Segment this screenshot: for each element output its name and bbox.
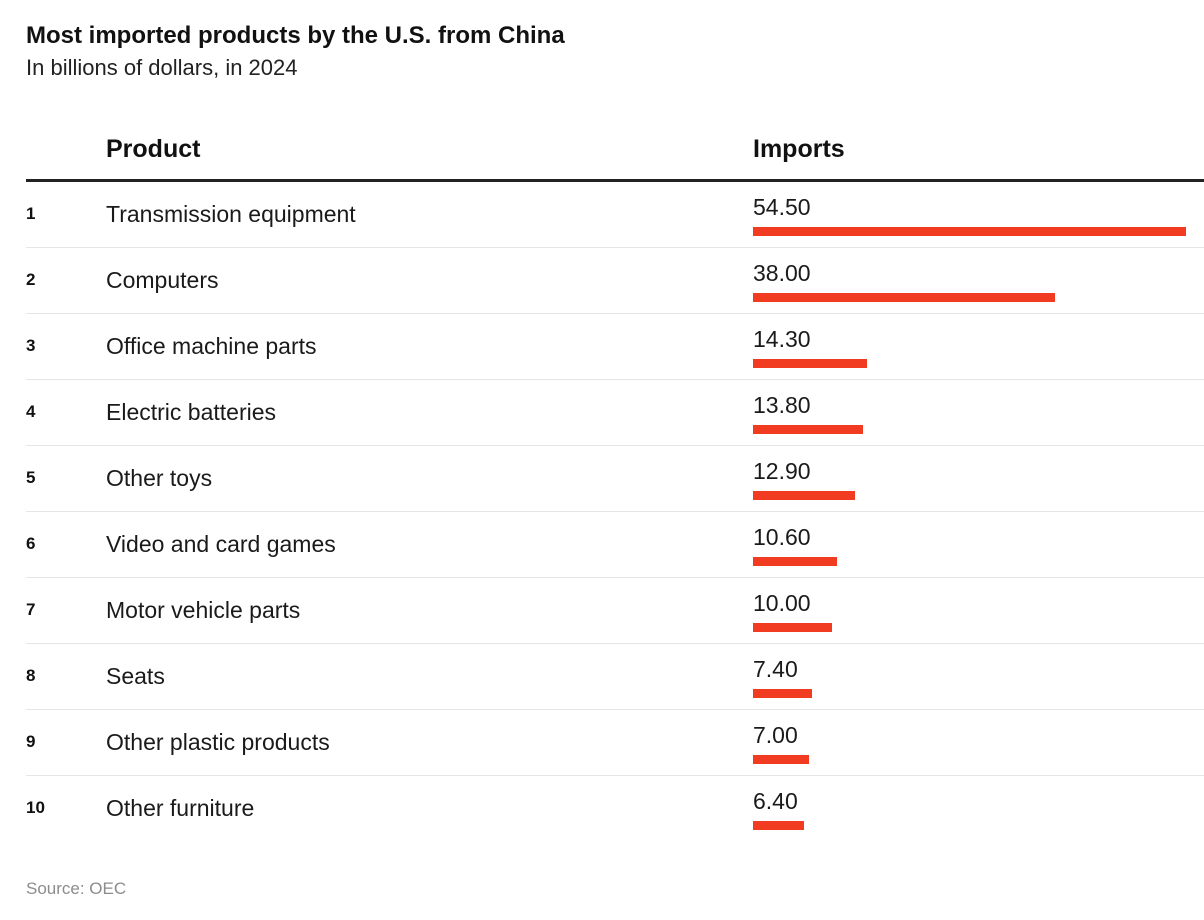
import-value-label: 38.00 — [753, 260, 811, 286]
import-value-label: 7.40 — [753, 656, 798, 682]
rank-label: 7 — [26, 600, 36, 619]
source-note: Source: OEC — [26, 879, 127, 898]
table-row: 3 Office machine parts 14.30 — [26, 314, 1204, 380]
import-bar — [753, 557, 837, 566]
product-name: Office machine parts — [106, 333, 317, 359]
column-header-product: Product — [106, 135, 201, 163]
table-row: 6 Video and card games 10.60 — [26, 512, 1204, 578]
import-bar — [753, 623, 832, 632]
table-row: 8 Seats 7.40 — [26, 644, 1204, 710]
rank-label: 9 — [26, 732, 36, 751]
product-name: Computers — [106, 267, 219, 293]
chart-title: Most imported products by the U.S. from … — [26, 22, 565, 49]
import-bar — [753, 227, 1186, 236]
table-body: 1 Transmission equipment 54.50 2 Computers 38… — [26, 182, 1204, 842]
chart-subtitle: In billions of dollars, in 2024 — [26, 55, 298, 80]
rank-label: 3 — [26, 336, 36, 355]
product-name: Motor vehicle parts — [106, 597, 301, 623]
rank-label: 10 — [26, 798, 45, 817]
import-value-label: 7.00 — [753, 722, 798, 748]
table-row: 2 Computers 38.00 — [26, 248, 1204, 314]
table-row: 5 Other toys 12.90 — [26, 446, 1204, 512]
rank-label: 8 — [26, 666, 36, 685]
import-value-label: 54.50 — [753, 194, 811, 220]
imports-table: Product Imports 1 Transmission equipment 5… — [26, 118, 1204, 842]
import-bar — [753, 425, 863, 434]
import-bar — [753, 359, 867, 368]
table-row: 7 Motor vehicle parts 10.00 — [26, 578, 1204, 644]
rank-label: 1 — [26, 204, 36, 223]
import-bar — [753, 821, 804, 830]
product-name: Video and card games — [106, 531, 336, 557]
rank-label: 4 — [26, 402, 36, 421]
import-value-label: 14.30 — [753, 326, 811, 352]
import-value-label: 10.60 — [753, 524, 811, 550]
table-row: 9 Other plastic products 7.00 — [26, 710, 1204, 776]
table-header: Product Imports — [26, 118, 1204, 182]
table-row: 10 Other furniture 6.40 — [26, 776, 1204, 842]
product-name: Seats — [106, 663, 165, 689]
import-bar — [753, 755, 809, 764]
product-name: Other toys — [106, 465, 213, 491]
import-bar — [753, 293, 1055, 302]
rank-label: 6 — [26, 534, 36, 553]
rank-label: 5 — [26, 468, 36, 487]
rank-label: 2 — [26, 270, 36, 289]
import-value-label: 6.40 — [753, 788, 798, 814]
table-row: 4 Electric batteries 13.80 — [26, 380, 1204, 446]
import-value-label: 10.00 — [753, 590, 811, 616]
product-name: Other furniture — [106, 795, 255, 821]
column-header-imports: Imports — [753, 135, 845, 163]
table-row: 1 Transmission equipment 54.50 — [26, 182, 1204, 248]
product-name: Transmission equipment — [106, 201, 356, 227]
product-name: Other plastic products — [106, 729, 330, 755]
import-bar — [753, 689, 812, 698]
import-bar — [753, 491, 855, 500]
import-value-label: 12.90 — [753, 458, 811, 484]
import-value-label: 13.80 — [753, 392, 811, 418]
product-name: Electric batteries — [106, 399, 277, 425]
